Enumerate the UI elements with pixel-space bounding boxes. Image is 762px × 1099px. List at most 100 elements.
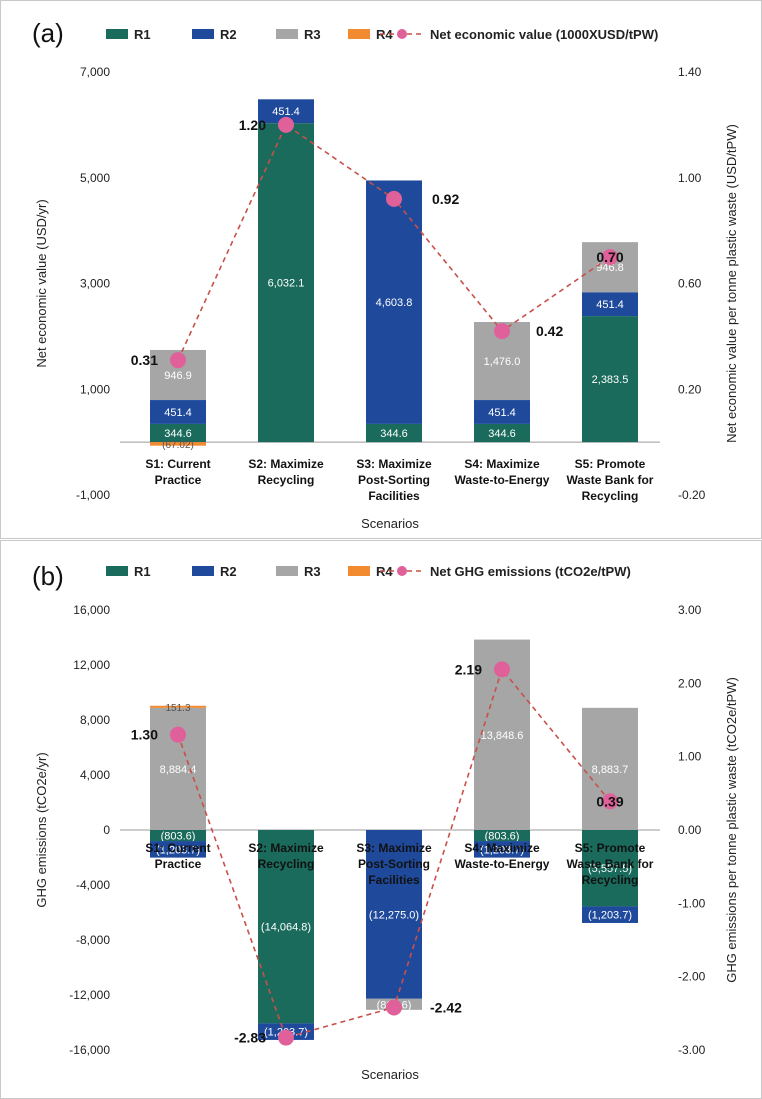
net-value-marker: [278, 116, 294, 133]
x-axis-title: Scenarios: [361, 516, 419, 531]
y-tick-label: -16,000: [69, 1043, 110, 1057]
net-value-label: 0.39: [596, 793, 623, 809]
x-tick-label: Recycling: [582, 489, 639, 503]
bar-data-label: 344.6: [488, 428, 516, 440]
y2-tick-label: 1.40: [678, 65, 702, 79]
x-tick-label: S3: Maximize: [356, 457, 432, 471]
net-value-marker: [494, 661, 510, 678]
y2-axis-title: GHG emissions per tonne plastic waste (t…: [724, 677, 739, 983]
x-tick-label: S4: Maximize: [464, 457, 540, 471]
legend-net-marker: [397, 29, 407, 39]
legend-label-r3: R3: [304, 27, 321, 42]
bar-data-label: 451.4: [596, 299, 624, 311]
bar-r4: [150, 442, 206, 446]
x-tick-label: S3: Maximize: [356, 841, 432, 855]
bar-r3: [582, 707, 638, 830]
bar-data-label: 13,848.6: [481, 730, 524, 742]
bar-r2: [366, 830, 422, 999]
legend-label-net: Net economic value (1000XUSD/tPW): [430, 27, 658, 42]
y-tick-label: 16,000: [73, 603, 110, 617]
y-tick-label: 7,000: [80, 65, 110, 79]
y-tick-label: 3,000: [80, 277, 110, 291]
y-tick-label: -1,000: [76, 488, 110, 502]
legend-swatch-r4: [348, 566, 370, 576]
panel-tag-b: (b): [32, 561, 64, 591]
bar-data-label: 451.4: [272, 106, 300, 118]
x-tick-label: Recycling: [582, 873, 639, 887]
y-tick-label: 4,000: [80, 768, 110, 782]
bar-data-label: (67.02): [162, 440, 194, 451]
bar-r1: [258, 123, 314, 443]
x-tick-label: Facilities: [368, 489, 420, 503]
bar-data-label: (1,203.7): [156, 844, 200, 856]
x-tick-label: Waste Bank for: [567, 473, 654, 487]
x-tick-label: S4: Maximize: [464, 841, 540, 855]
x-tick-label: Practice: [155, 857, 202, 871]
plot-a: -1,000 1,000 3,000 5,000 7,000 -0.20 0.20 0.60 1…: [34, 65, 739, 531]
panel-b-border: [0, 540, 762, 1099]
y2-tick-label: -0.20: [678, 488, 706, 502]
bar-r1: [474, 423, 530, 443]
bar-r2: [258, 99, 314, 124]
x-tick-label: Facilities: [368, 873, 420, 887]
legend-net-marker: [397, 566, 407, 576]
x-tick-label: S5: Promote: [575, 841, 646, 855]
bar-data-label: (14,064.8): [261, 922, 311, 934]
x-tick-label: S2: Maximize: [248, 457, 324, 471]
x-tick-label: Post-Sorting: [358, 857, 430, 871]
x-axis-title: Scenarios: [361, 1067, 419, 1082]
net-value-label: 0.92: [432, 191, 459, 207]
bar-r1: [150, 423, 206, 443]
bar-data-label: 6,032.1: [268, 278, 305, 290]
net-value-label: 2.19: [455, 661, 482, 677]
bar-data-label: (803.6): [161, 831, 196, 843]
y-tick-label: 12,000: [73, 658, 110, 672]
bar-data-label: 8,883.7: [592, 764, 629, 776]
x-tick-label: Waste Bank for: [567, 857, 654, 871]
net-value-marker: [494, 323, 510, 340]
net-value-label: 0.42: [536, 323, 563, 339]
y-axis-title: Net economic value (USD/yr): [34, 199, 49, 367]
y-tick-label: -12,000: [69, 988, 110, 1002]
legend-swatch-r2: [192, 29, 214, 39]
bar-r1: [582, 316, 638, 443]
net-value-marker: [602, 793, 618, 810]
y2-tick-label: 3.00: [678, 603, 702, 617]
y2-tick-label: 0.20: [678, 382, 702, 396]
legend-label-r2: R2: [220, 27, 237, 42]
y2-tick-label: 1.00: [678, 750, 702, 764]
x-tick-label: Recycling: [258, 857, 315, 871]
legend-label-r2: R2: [220, 564, 237, 579]
bar-data-label: 946.8: [596, 262, 624, 274]
legend-swatch-r1: [106, 566, 128, 576]
y-tick-label: 1,000: [80, 382, 110, 396]
bar-r1: [366, 423, 422, 443]
y-axis-title: GHG emissions (tCO2e/yr): [34, 752, 49, 907]
bar-r1: [582, 830, 638, 907]
x-tick-label: Practice: [155, 473, 202, 487]
y-tick-label: -8,000: [76, 933, 110, 947]
bar-data-label: 451.4: [164, 407, 192, 419]
bar-data-label: 451.4: [488, 407, 516, 419]
bar-data-label: 4,603.8: [376, 297, 413, 309]
y-tick-label: 5,000: [80, 171, 110, 185]
bar-data-label: 344.6: [164, 428, 192, 440]
y2-tick-label: -1.00: [678, 896, 706, 910]
net-value-marker: [602, 249, 618, 266]
bar-data-label: 2,383.5: [592, 374, 629, 386]
bar-data-label: (1,203.7): [480, 844, 524, 856]
net-value-label: -2.83: [234, 1030, 266, 1046]
legend-swatch-r1: [106, 29, 128, 39]
bar-r4: [150, 705, 206, 708]
x-tick-label: Waste-to-Energy: [455, 473, 550, 487]
x-tick-label: S2: Maximize: [248, 841, 324, 855]
bar-r1: [258, 830, 314, 1024]
x-tick-label: Post-Sorting: [358, 473, 430, 487]
bar-r2: [150, 400, 206, 424]
legend-label-r3: R3: [304, 564, 321, 579]
bar-data-label: 8,884.4: [160, 764, 197, 776]
y2-tick-label: -3.00: [678, 1043, 706, 1057]
plot-b: -16,000 -12,000 -8,000 -4,000 0 4,000 8,000 12,…: [34, 603, 739, 1082]
net-value-marker: [278, 1029, 294, 1046]
